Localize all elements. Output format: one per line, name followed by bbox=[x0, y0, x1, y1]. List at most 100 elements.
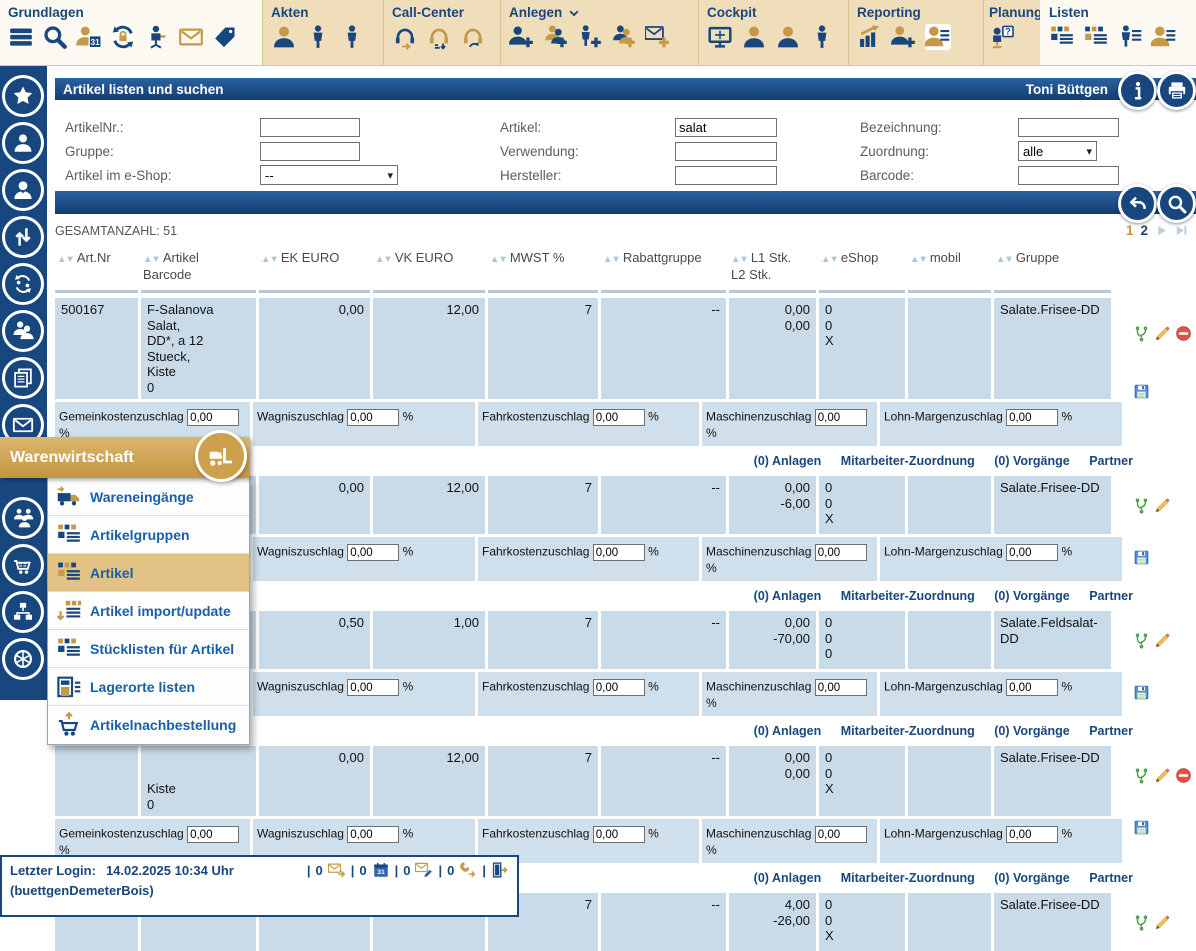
person-desk-icon[interactable] bbox=[144, 24, 170, 50]
anlagen-link[interactable]: (0) Anlagen bbox=[753, 871, 822, 885]
delete-icon[interactable] bbox=[1175, 767, 1192, 784]
fahrkostenzuschlag-input[interactable] bbox=[592, 409, 645, 426]
sort-icon[interactable] bbox=[490, 254, 507, 265]
edit-icon[interactable] bbox=[1154, 914, 1171, 931]
gemeinkostenzuschlag-input[interactable] bbox=[187, 826, 240, 843]
menu-section-planung[interactable]: Planung ? bbox=[983, 0, 1040, 65]
wagniszuschlag-input[interactable] bbox=[347, 679, 400, 696]
page-2[interactable]: 2 bbox=[1140, 223, 1148, 238]
mail-send-icon[interactable] bbox=[327, 861, 346, 879]
search-button[interactable] bbox=[1157, 184, 1196, 223]
sidebar-sync-button[interactable] bbox=[2, 263, 44, 305]
menu-section-cockpit[interactable]: Cockpit bbox=[698, 0, 848, 65]
sync-lock-icon[interactable] bbox=[110, 24, 136, 50]
sort-icon[interactable] bbox=[821, 254, 838, 265]
sort-icon[interactable] bbox=[996, 254, 1013, 265]
partner-link[interactable]: Partner bbox=[1089, 589, 1133, 603]
sidebar-sitemap-button[interactable] bbox=[2, 591, 44, 633]
variants-icon[interactable] bbox=[1133, 325, 1150, 342]
gemeinkostenzuschlag-input[interactable] bbox=[187, 409, 240, 426]
anlagen-link[interactable]: (0) Anlagen bbox=[753, 454, 822, 468]
zuordnung-select[interactable]: alle bbox=[1018, 141, 1097, 161]
wagniszuschlag-input[interactable] bbox=[347, 409, 400, 426]
mail-icon[interactable] bbox=[178, 24, 204, 50]
variants-icon[interactable] bbox=[1133, 632, 1150, 649]
sidebar-wheel-button[interactable] bbox=[2, 638, 44, 680]
sort-icon[interactable] bbox=[261, 254, 278, 265]
person-list-icon[interactable] bbox=[1117, 24, 1143, 50]
menu-item-stuecklisten[interactable]: Stücklisten für Artikel bbox=[48, 630, 249, 668]
edit-icon[interactable] bbox=[1154, 767, 1171, 784]
mitarbeiter-zuordnung-link[interactable]: Mitarbeiter-Zuordnung bbox=[840, 871, 975, 885]
save-icon[interactable] bbox=[1133, 684, 1150, 701]
tag-icon[interactable] bbox=[212, 24, 238, 50]
edit-icon[interactable] bbox=[1154, 325, 1171, 342]
grid-list-icon[interactable] bbox=[1049, 24, 1075, 50]
menu-icon[interactable] bbox=[8, 24, 34, 50]
sidebar-transfer-button[interactable] bbox=[2, 216, 44, 258]
menu-section-listen[interactable]: Listen bbox=[1040, 0, 1196, 65]
menu-section-anlegen[interactable]: Anlegen bbox=[500, 0, 698, 65]
person-standing-icon[interactable] bbox=[339, 24, 365, 50]
last-page-icon[interactable] bbox=[1175, 224, 1188, 237]
contact-icon[interactable] bbox=[741, 24, 767, 50]
next-page-icon[interactable] bbox=[1155, 224, 1168, 237]
logout-door-icon[interactable] bbox=[491, 861, 509, 879]
sidebar-documents-button[interactable] bbox=[2, 357, 44, 399]
col-stk[interactable]: L1 Stk. L2 Stk. bbox=[729, 248, 816, 293]
sort-icon[interactable] bbox=[910, 254, 927, 265]
headset-phone-icon[interactable] bbox=[392, 24, 418, 50]
menu-item-artikelnachbestellung[interactable]: Artikelnachbestellung bbox=[48, 706, 249, 744]
person-question-icon[interactable]: ? bbox=[989, 24, 1015, 50]
vorgaenge-link[interactable]: (0) Vorgänge bbox=[994, 454, 1070, 468]
mail-edit-icon[interactable] bbox=[415, 861, 433, 879]
menu-section-reporting[interactable]: Reporting bbox=[848, 0, 983, 65]
bezeichnung-input[interactable] bbox=[1018, 117, 1119, 137]
info-button[interactable] bbox=[1118, 71, 1157, 110]
edit-icon[interactable] bbox=[1154, 497, 1171, 514]
col-ek[interactable]: EK EURO bbox=[259, 248, 370, 293]
delete-icon[interactable] bbox=[1175, 325, 1192, 342]
lohn-margenzuschlag-input[interactable] bbox=[1006, 679, 1059, 696]
chart-icon[interactable] bbox=[857, 24, 883, 50]
vorgaenge-link[interactable]: (0) Vorgänge bbox=[994, 589, 1070, 603]
menu-section-akten[interactable]: Akten bbox=[262, 0, 383, 65]
person-standing-icon[interactable] bbox=[305, 24, 331, 50]
verwendung-input[interactable] bbox=[675, 141, 777, 161]
col-vk[interactable]: VK EURO bbox=[373, 248, 485, 293]
col-mwst[interactable]: MWST % bbox=[488, 248, 598, 293]
fahrkostenzuschlag-input[interactable] bbox=[592, 679, 645, 696]
mitarbeiter-zuordnung-link[interactable]: Mitarbeiter-Zuordnung bbox=[840, 724, 975, 738]
maschinenzuschlag-input[interactable] bbox=[814, 826, 867, 843]
variants-icon[interactable] bbox=[1133, 767, 1150, 784]
col-gruppe[interactable]: Gruppe bbox=[994, 248, 1111, 293]
person-standing-icon[interactable] bbox=[809, 24, 835, 50]
mitarbeiter-zuordnung-link[interactable]: Mitarbeiter-Zuordnung bbox=[840, 454, 975, 468]
vorgaenge-link[interactable]: (0) Vorgänge bbox=[994, 724, 1070, 738]
add-man-icon[interactable] bbox=[577, 24, 603, 50]
add-person-icon[interactable] bbox=[508, 24, 535, 50]
sidebar-contact-button[interactable] bbox=[2, 169, 44, 211]
col-mobil[interactable]: mobil bbox=[908, 248, 991, 293]
print-button[interactable] bbox=[1157, 71, 1196, 110]
sidebar-group-button[interactable] bbox=[2, 497, 44, 539]
add-group-icon[interactable] bbox=[543, 24, 569, 50]
menu-item-wareneingaenge[interactable]: Wareneingänge bbox=[48, 478, 249, 516]
menu-item-lagerorte[interactable]: Lagerorte listen bbox=[48, 668, 249, 706]
add-contact-icon[interactable] bbox=[890, 24, 917, 50]
add-mail-icon[interactable] bbox=[644, 24, 671, 50]
barcode-input[interactable] bbox=[1018, 165, 1119, 185]
partner-link[interactable]: Partner bbox=[1089, 871, 1133, 885]
col-eshop[interactable]: eShop bbox=[819, 248, 905, 293]
fahrkostenzuschlag-input[interactable] bbox=[592, 826, 645, 843]
headset-redial-icon[interactable] bbox=[460, 24, 486, 50]
search-icon[interactable] bbox=[42, 24, 68, 50]
phone-forward-icon[interactable] bbox=[459, 861, 477, 879]
save-icon[interactable] bbox=[1133, 819, 1150, 836]
edit-icon[interactable] bbox=[1154, 632, 1171, 649]
headset-transfer-icon[interactable] bbox=[426, 24, 452, 50]
fahrkostenzuschlag-input[interactable] bbox=[592, 544, 645, 561]
artikelnr-input[interactable] bbox=[260, 117, 360, 137]
menu-item-artikelgruppen[interactable]: Artikelgruppen bbox=[48, 516, 249, 554]
page-1[interactable]: 1 bbox=[1125, 223, 1134, 238]
